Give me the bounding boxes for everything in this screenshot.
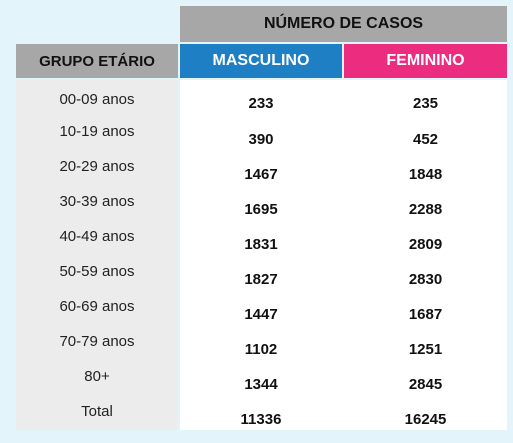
female-header: FEMININO (344, 44, 507, 78)
female-count: 235 (412, 95, 439, 112)
age-group-label: 70-79 anos (59, 333, 135, 350)
values-area (180, 80, 507, 430)
age-group-label: 20-29 anos (59, 158, 135, 175)
female-count: 452 (412, 131, 439, 148)
cases-header: NÚMERO DE CASOS (180, 6, 507, 42)
male-count: 1344 (244, 376, 278, 393)
age-group-label: 00-09 anos (59, 91, 135, 108)
male-count: 1695 (244, 201, 278, 218)
female-count: 1687 (408, 306, 443, 323)
age-group-label: 80+ (84, 368, 110, 385)
age-group-label: 60-69 anos (59, 298, 135, 315)
male-count: 233 (248, 95, 274, 112)
male-count: 1102 (244, 341, 278, 358)
total-label: Total (81, 403, 113, 420)
age-group-label: 30-39 anos (59, 193, 135, 210)
female-count: 1848 (408, 166, 443, 183)
female-count: 2809 (408, 236, 443, 253)
age-group-label: 10-19 anos (59, 123, 135, 140)
female-count: 2830 (408, 271, 443, 288)
age-group-header: GRUPO ETÁRIO (16, 44, 178, 78)
female-count: 2288 (408, 201, 443, 218)
female-total: 16245 (404, 411, 447, 428)
male-count: 1827 (244, 271, 278, 288)
male-count: 390 (248, 131, 274, 148)
female-count: 1251 (408, 341, 443, 358)
male-count: 1447 (244, 306, 278, 323)
age-group-column (16, 80, 178, 430)
male-total: 11336 (240, 411, 282, 428)
female-count: 2845 (408, 376, 443, 393)
age-group-label: 40-49 anos (59, 228, 135, 245)
age-group-label: 50-59 anos (59, 263, 135, 280)
male-count: 1467 (244, 166, 278, 183)
male-header: MASCULINO (180, 44, 342, 78)
male-count: 1831 (244, 236, 278, 253)
